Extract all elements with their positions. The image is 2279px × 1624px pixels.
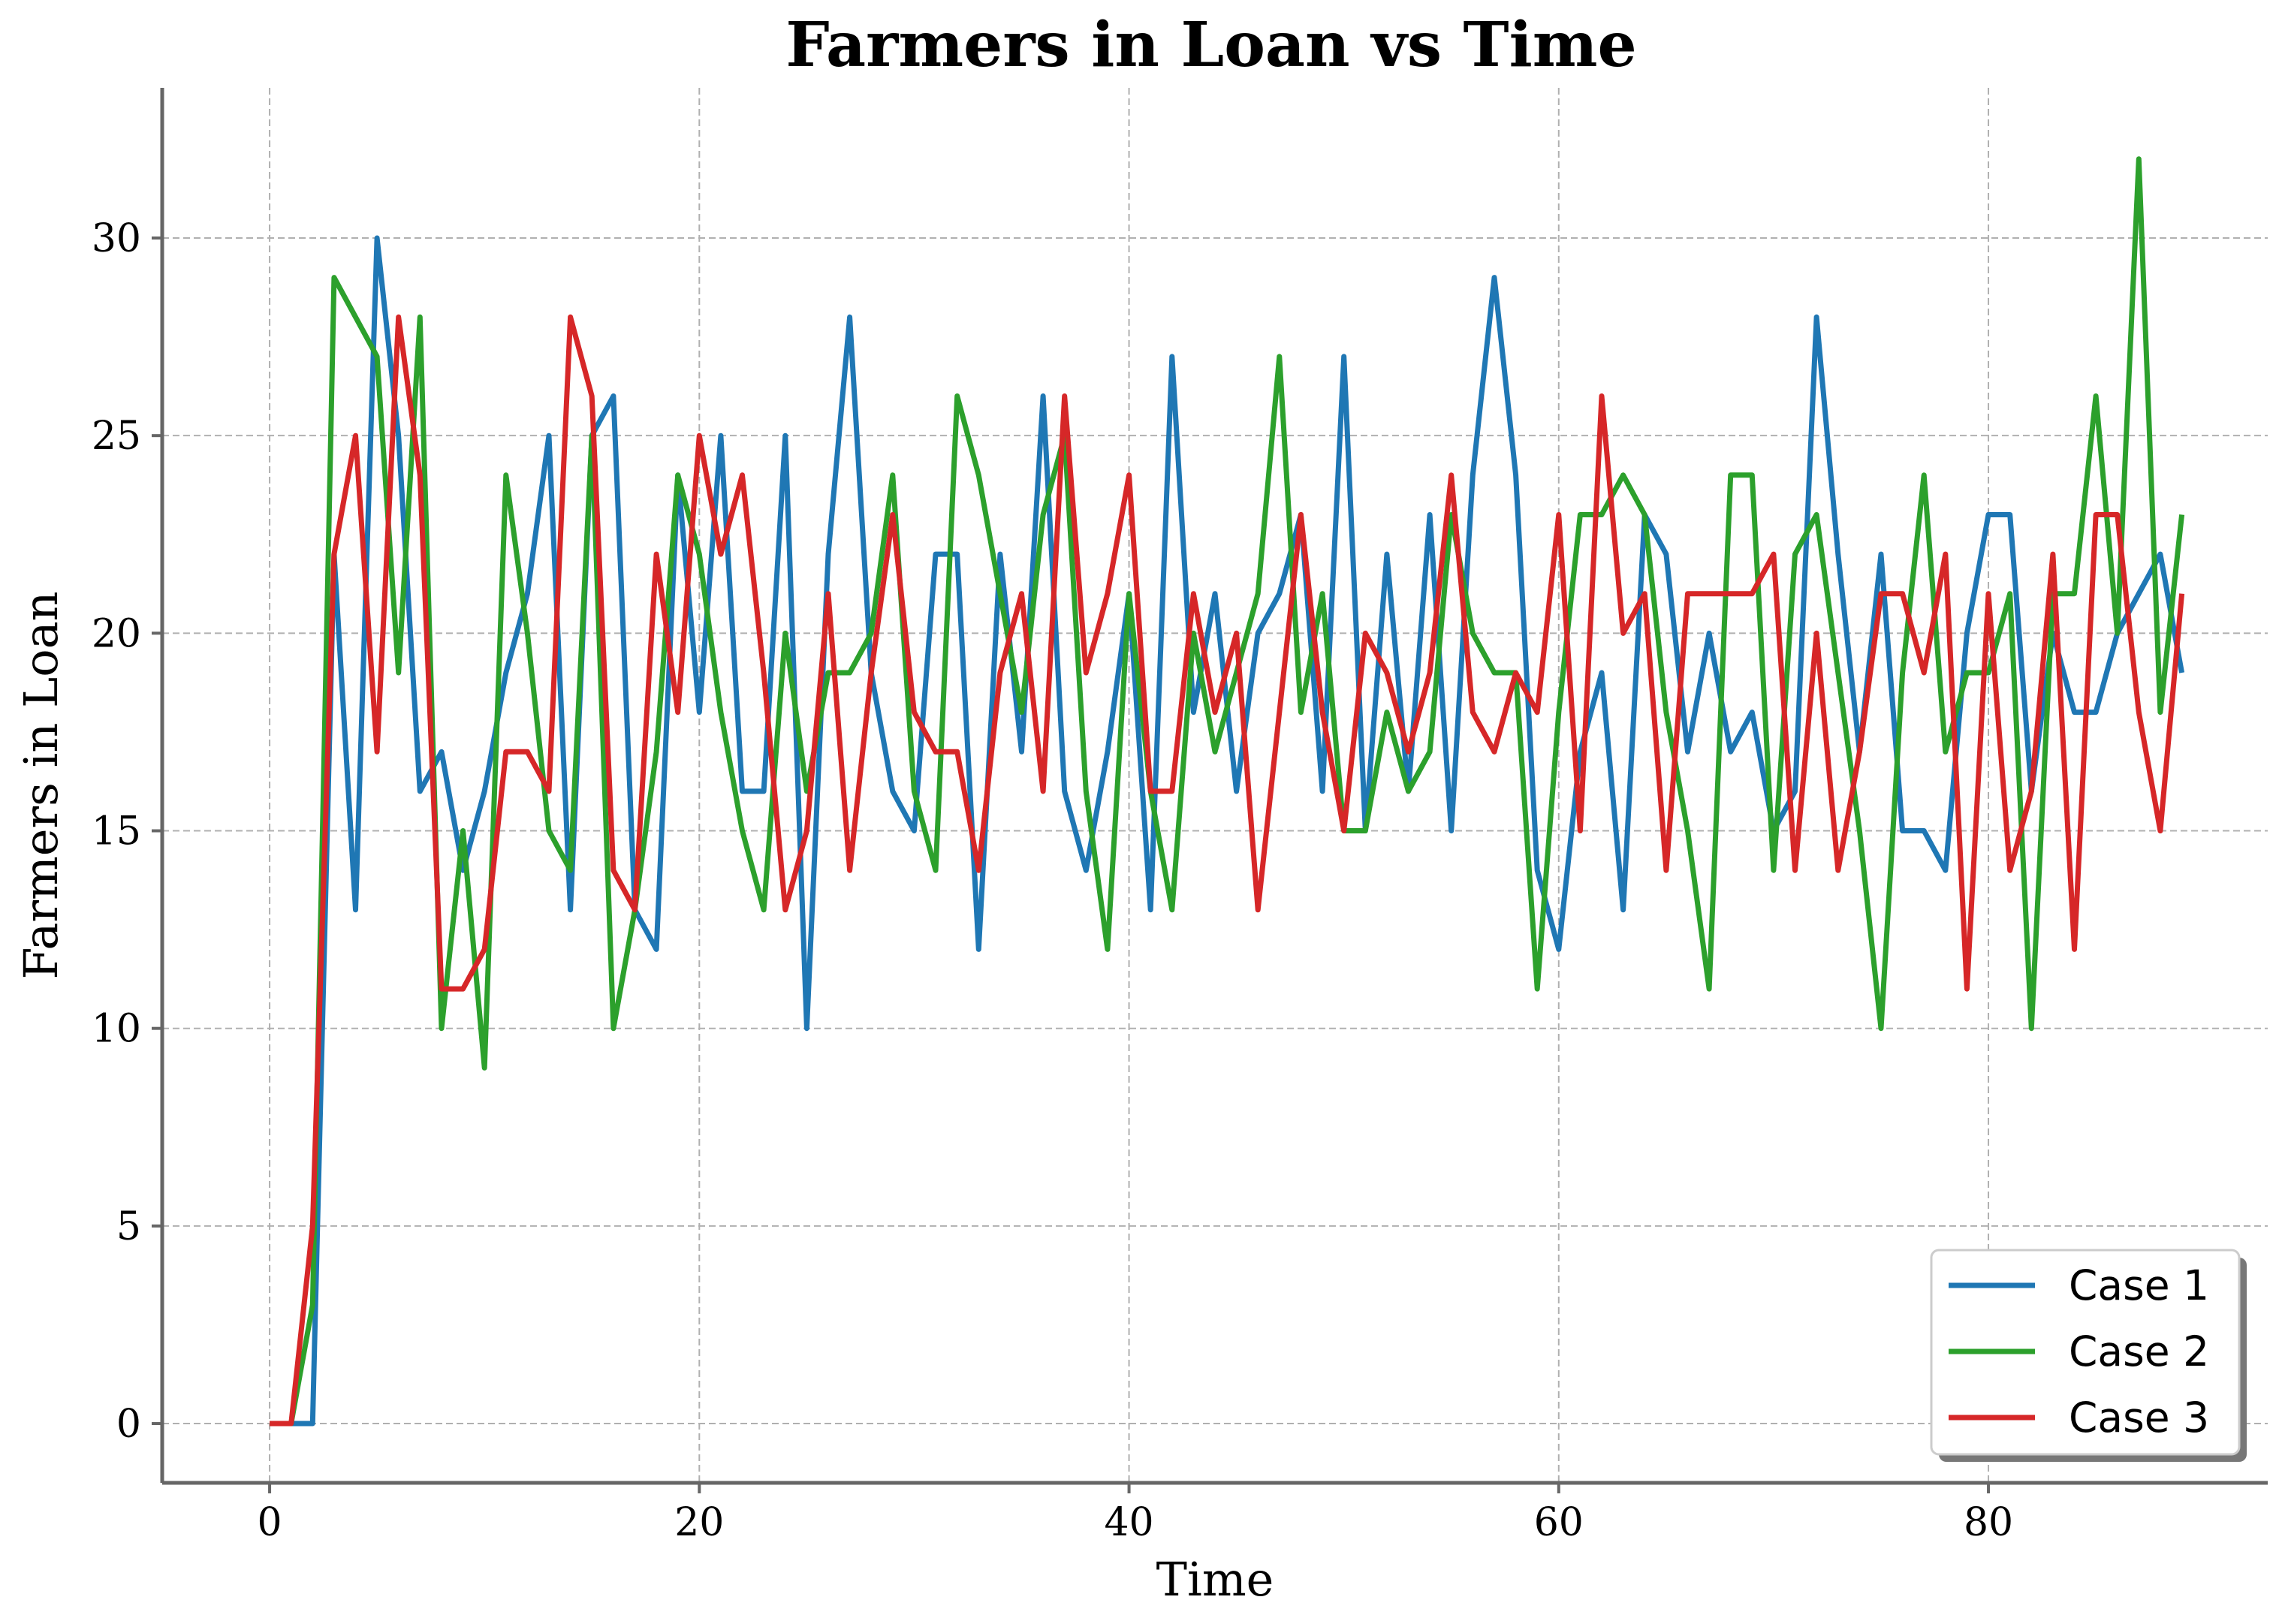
legend: Case 1 Case 2 Case 3 [1930,1249,2247,1462]
legend-label: Case 2 [2069,1327,2209,1375]
series-lines [270,156,2185,1427]
y-axis-ticks: 0 5 10 15 20 25 30 [92,216,162,1447]
grid-lines [162,88,2268,1483]
x-tick-label: 40 [1104,1500,1153,1545]
series-line-case-2 [270,156,2185,1427]
legend-label: Case 1 [2069,1261,2209,1309]
y-tick-label: 0 [116,1402,141,1447]
x-tick-label: 0 [258,1500,282,1545]
legend-frame [1930,1249,2241,1456]
x-tick-label: 80 [1964,1500,2013,1545]
y-tick-label: 30 [92,216,141,261]
axes [160,88,2268,1485]
x-tick-label: 60 [1534,1500,1584,1545]
series-line-case-3 [270,314,2185,1427]
y-tick-label: 15 [92,809,141,854]
y-tick-label: 5 [116,1204,141,1249]
x-tick-label: 20 [674,1500,724,1545]
x-axis-label: Time [1156,1552,1274,1607]
legend-label: Case 3 [2069,1394,2209,1442]
chart-title: Farmers in Loan vs Time [785,9,1636,81]
y-axis-label: Farmers in Loan [14,592,68,980]
y-tick-label: 10 [92,1007,141,1052]
y-tick-label: 25 [92,414,141,459]
y-tick-label: 20 [92,611,141,656]
x-axis-ticks: 0 20 40 60 80 [258,1483,2013,1545]
